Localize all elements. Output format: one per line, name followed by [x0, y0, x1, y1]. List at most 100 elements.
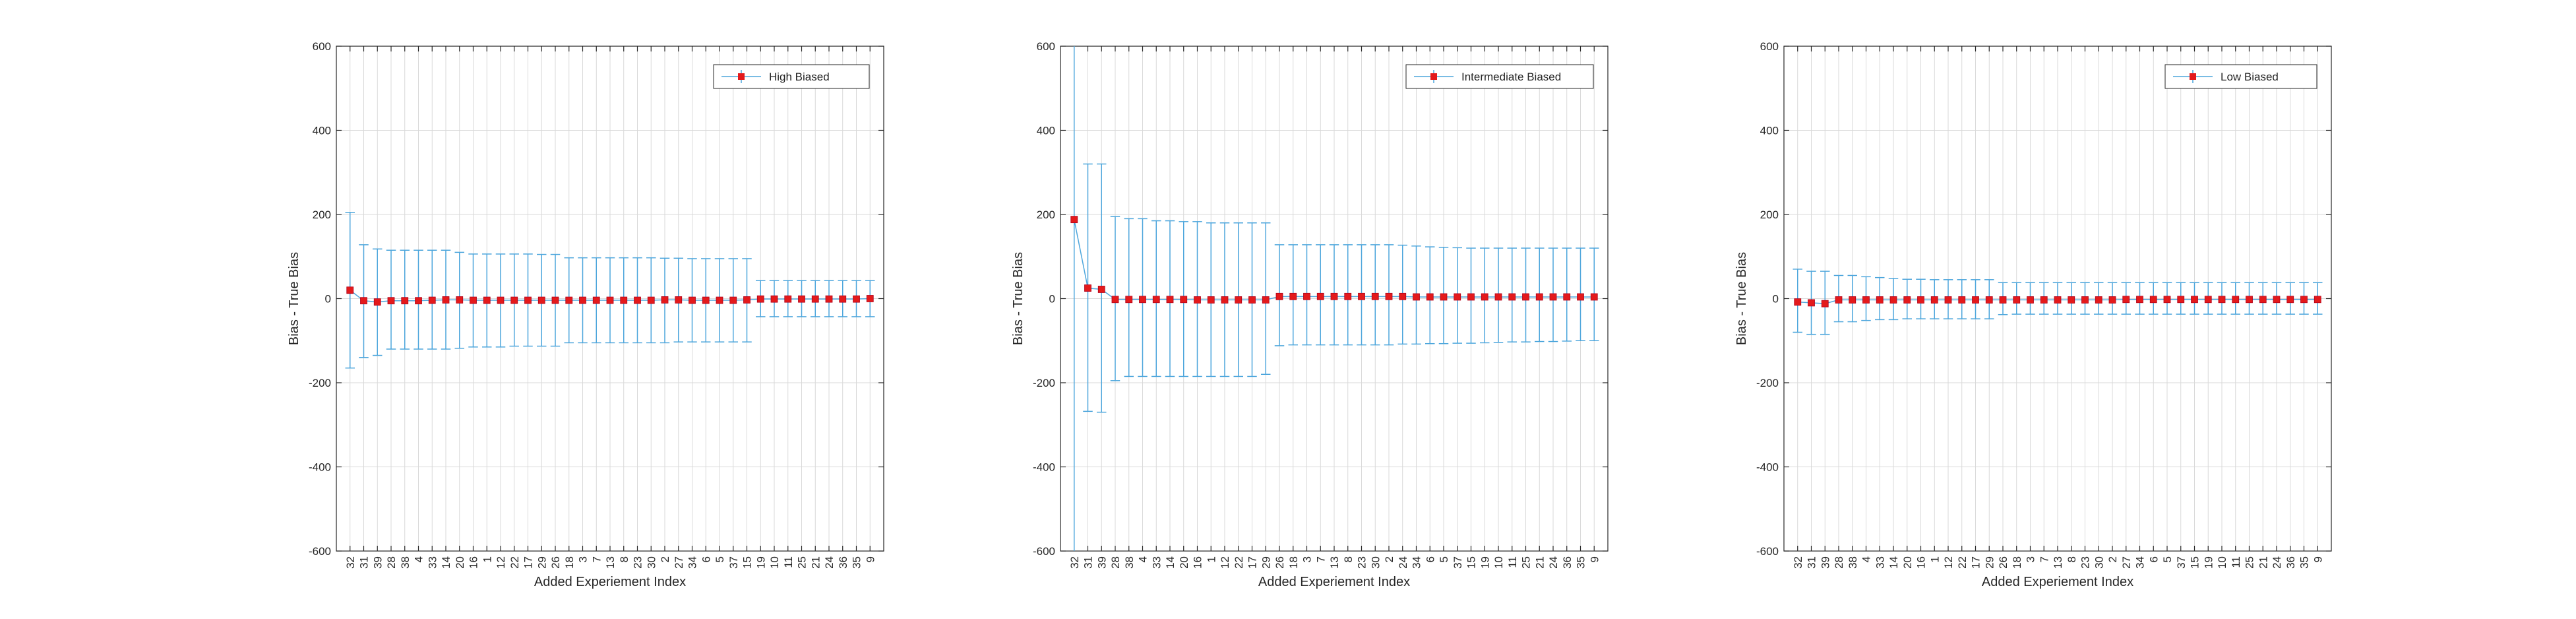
data-point [825, 295, 833, 303]
data-point [565, 296, 573, 304]
x-tick-label: 11 [782, 556, 795, 568]
data-point [1821, 300, 1829, 308]
data-point [606, 296, 614, 304]
x-tick-label: 5 [1438, 556, 1450, 562]
x-tick-label: 6 [2147, 556, 2160, 562]
y-tick-label: 600 [313, 40, 331, 53]
data-point [401, 297, 409, 305]
data-point [1275, 292, 1283, 300]
x-tick-label: 33 [1874, 556, 1886, 569]
x-tick-label: 21 [1533, 556, 1546, 569]
y-tick-label: 400 [1760, 125, 1779, 137]
data-point [2246, 296, 2253, 304]
x-tick-label: 9 [864, 556, 876, 562]
data-point [1070, 216, 1078, 224]
x-tick-label: 20 [454, 556, 466, 569]
data-point [1889, 296, 1897, 304]
data-point [1494, 293, 1502, 301]
x-tick-label: 33 [426, 556, 439, 569]
data-point [1371, 292, 1379, 300]
x-tick-label: 36 [837, 556, 849, 569]
x-tick-label: 38 [399, 556, 412, 569]
data-point [2095, 296, 2102, 304]
data-point [1111, 296, 1119, 304]
y-tick-label: 0 [325, 293, 331, 306]
data-point [675, 296, 683, 304]
x-tick-label: 1 [481, 556, 493, 562]
x-tick-label: 13 [604, 556, 617, 569]
data-point [2273, 296, 2281, 304]
x-tick-label: 25 [2244, 556, 2256, 569]
data-point [1454, 293, 1461, 301]
x-tick-label: 17 [1246, 556, 1259, 569]
data-point [2177, 296, 2185, 304]
data-point [524, 296, 532, 304]
x-tick-label: 21 [809, 556, 822, 569]
data-point [1590, 293, 1598, 301]
data-point [1330, 292, 1338, 300]
x-tick-label: 7 [2038, 556, 2050, 562]
legend: Intermediate Biased [1405, 64, 1594, 89]
x-tick-label: 39 [1819, 556, 1831, 569]
x-tick-label: 5 [714, 556, 726, 562]
data-point [497, 296, 505, 304]
data-point [2136, 296, 2143, 304]
data-point [2232, 296, 2240, 304]
series-1 [1070, 46, 1599, 551]
x-tick-label: 35 [1575, 556, 1587, 569]
data-point [1535, 293, 1543, 301]
x-tick-label: 38 [1123, 556, 1136, 569]
x-tick-label: 29 [1983, 556, 1996, 569]
data-point [415, 297, 422, 305]
x-tick-label: 27 [673, 556, 685, 569]
data-point [2300, 296, 2308, 304]
x-tick-label: 11 [2230, 556, 2242, 568]
x-axis-label: Added Experiement Index [1258, 575, 1410, 589]
data-point [1467, 293, 1475, 301]
data-point [1876, 296, 1884, 304]
y-tick-label: 400 [313, 125, 331, 137]
x-tick-label: 12 [495, 556, 507, 569]
data-point [647, 296, 655, 304]
y-tick-label: -200 [309, 377, 331, 389]
data-point [1481, 293, 1488, 301]
x-tick-label: 2 [2106, 556, 2119, 562]
x-tick-label: 24 [1547, 556, 1560, 569]
data-point [1903, 296, 1911, 304]
x-tick-label: 9 [2312, 556, 2324, 562]
x-tick-label: 12 [1942, 556, 1955, 569]
data-point [1139, 296, 1146, 304]
y-axis-label: Bias - True Bias [287, 252, 301, 345]
data-point [1808, 299, 1815, 307]
y-tick-label: -400 [1756, 461, 1779, 474]
data-point [551, 296, 559, 304]
x-tick-label: 25 [1520, 556, 1533, 569]
x-tick-label: 12 [1219, 556, 1231, 569]
x-tick-label: 13 [2052, 556, 2064, 569]
legend-label: Intermediate Biased [1461, 71, 1561, 83]
data-point [2013, 296, 2021, 304]
x-tick-label: 24 [823, 556, 836, 569]
x-tick-label: 29 [1260, 556, 1272, 569]
data-point [592, 296, 600, 304]
data-point [1248, 296, 1256, 304]
x-tick-label: 18 [1287, 556, 1300, 569]
data-point [1862, 296, 1870, 304]
data-point [2204, 296, 2212, 304]
x-tick-label: 4 [1137, 556, 1150, 562]
legend-marker [1430, 73, 1437, 80]
x-tick-label: 2 [659, 556, 671, 562]
data-point [1097, 286, 1105, 293]
x-tick-label: 26 [549, 556, 562, 569]
legend: Low Biased [2164, 64, 2317, 89]
x-tick-label: 34 [1411, 556, 1423, 569]
x-tick-label: 30 [1369, 556, 1382, 569]
y-tick-label: -600 [1033, 545, 1055, 558]
x-tick-label: 34 [687, 556, 699, 569]
data-point [756, 295, 764, 303]
data-point [853, 295, 860, 303]
x-tick-label: 3 [1301, 556, 1314, 562]
x-tick-label: 13 [1328, 556, 1341, 569]
